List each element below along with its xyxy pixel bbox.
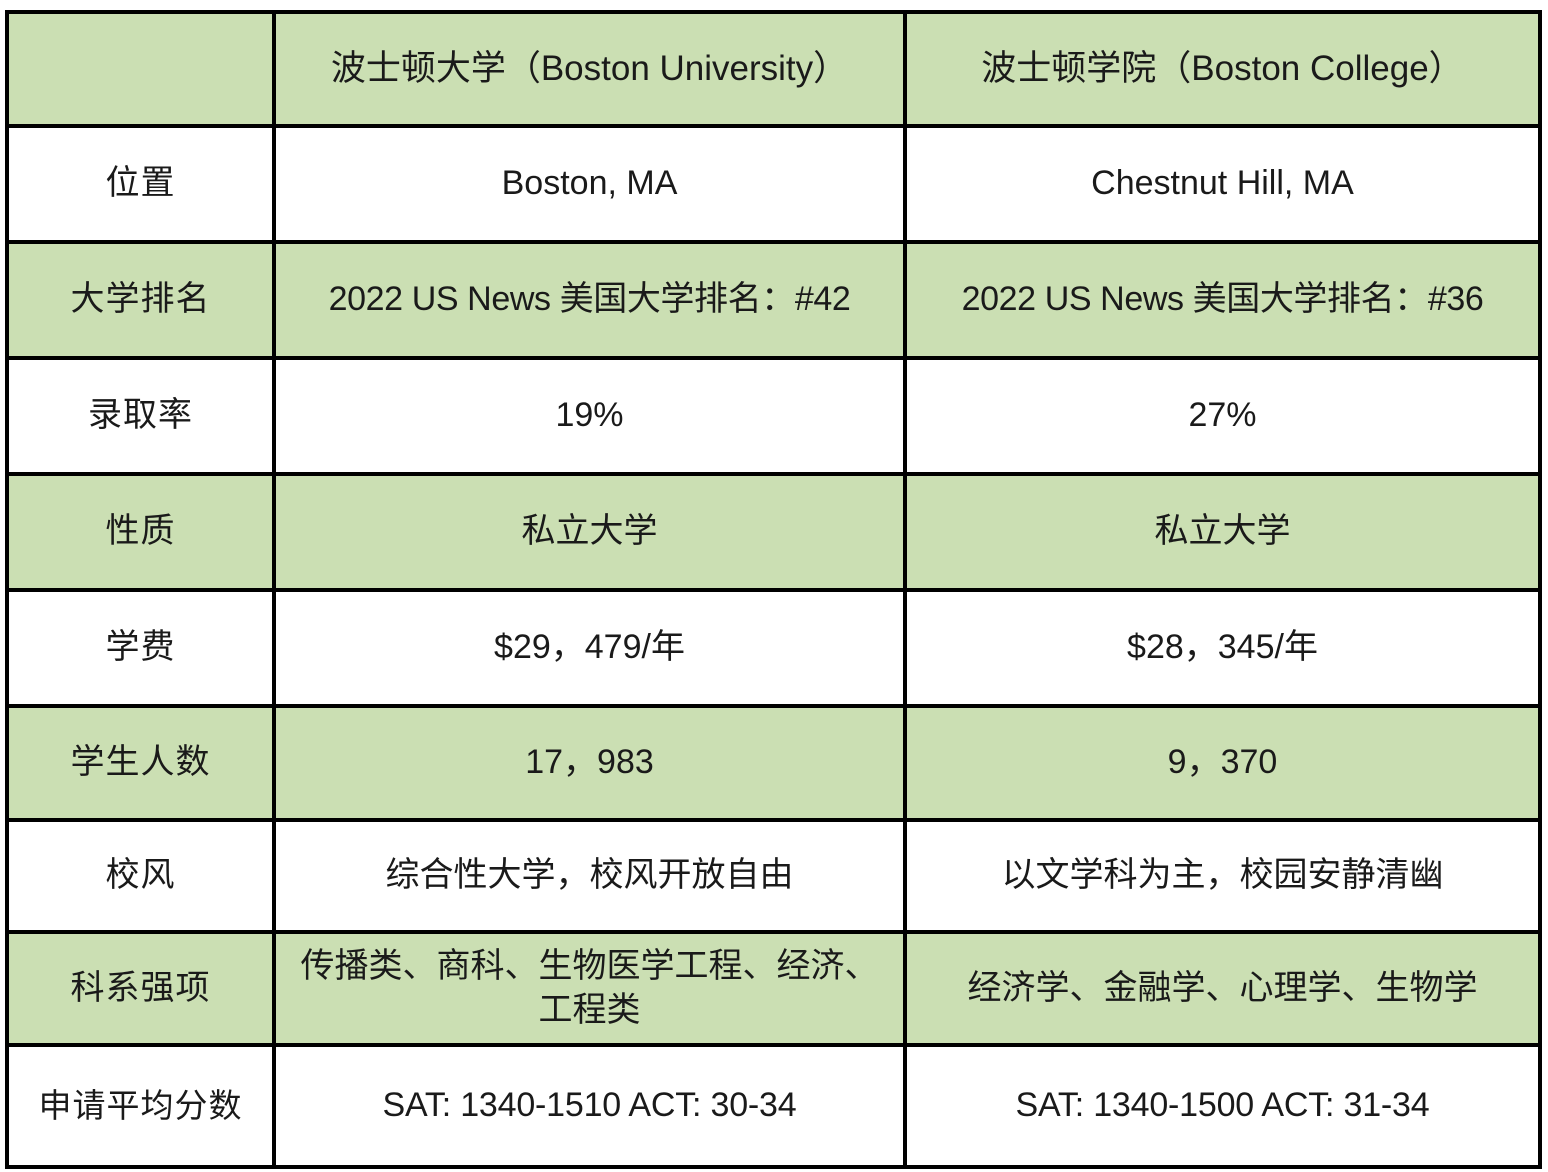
cell-campus-culture-bu: 综合性大学，校风开放自由	[272, 818, 907, 934]
cell-tuition-bu: $29，479/年	[272, 588, 907, 708]
column-header-boston-college: 波士顿学院（Boston College）	[903, 10, 1542, 128]
cell-admission-rate-bu: 19%	[272, 356, 907, 476]
row-label-institution-type: 性质	[5, 472, 276, 592]
row-label-ranking: 大学排名	[5, 240, 276, 360]
cell-strong-programs-bc: 经济学、金融学、心理学、生物学	[903, 930, 1542, 1047]
table-row-average-test-scores: 申请平均分数 SAT: 1340-1510 ACT: 30-34 SAT: 13…	[5, 1043, 1542, 1169]
cell-student-count-bu: 17，983	[272, 704, 907, 822]
row-label-location: 位置	[5, 124, 276, 244]
row-label-average-test-scores: 申请平均分数	[5, 1043, 276, 1169]
cell-strong-programs-bu: 传播类、商科、生物医学工程、经济、工程类	[272, 930, 907, 1047]
table-header-row: 波士顿大学（Boston University） 波士顿学院（Boston Co…	[5, 10, 1542, 128]
cell-ranking-bc: 2022 US News 美国大学排名：#36	[903, 240, 1542, 360]
table-row-campus-culture: 校风 综合性大学，校风开放自由 以文学科为主，校园安静清幽	[5, 818, 1542, 934]
cell-institution-type-bc: 私立大学	[903, 472, 1542, 592]
cell-campus-culture-bc: 以文学科为主，校园安静清幽	[903, 818, 1542, 934]
university-comparison-table: 波士顿大学（Boston University） 波士顿学院（Boston Co…	[5, 10, 1542, 1169]
table-row-institution-type: 性质 私立大学 私立大学	[5, 472, 1542, 592]
column-header-boston-university: 波士顿大学（Boston University）	[272, 10, 907, 128]
cell-average-test-scores-bc: SAT: 1340-1500 ACT: 31-34	[903, 1043, 1542, 1169]
row-label-strong-programs: 科系强项	[5, 930, 276, 1047]
table-row-tuition: 学费 $29，479/年 $28，345/年	[5, 588, 1542, 708]
cell-location-bu: Boston, MA	[272, 124, 907, 244]
table-row-location: 位置 Boston, MA Chestnut Hill, MA	[5, 124, 1542, 244]
cell-ranking-bu: 2022 US News 美国大学排名：#42	[272, 240, 907, 360]
table-row-admission-rate: 录取率 19% 27%	[5, 356, 1542, 476]
row-label-admission-rate: 录取率	[5, 356, 276, 476]
cell-institution-type-bu: 私立大学	[272, 472, 907, 592]
cell-location-bc: Chestnut Hill, MA	[903, 124, 1542, 244]
table-row-student-count: 学生人数 17，983 9，370	[5, 704, 1542, 822]
table-row-ranking: 大学排名 2022 US News 美国大学排名：#42 2022 US New…	[5, 240, 1542, 360]
cell-tuition-bc: $28，345/年	[903, 588, 1542, 708]
row-label-campus-culture: 校风	[5, 818, 276, 934]
corner-cell	[5, 10, 276, 128]
row-label-student-count: 学生人数	[5, 704, 276, 822]
row-label-tuition: 学费	[5, 588, 276, 708]
cell-student-count-bc: 9，370	[903, 704, 1542, 822]
table-row-strong-programs: 科系强项 传播类、商科、生物医学工程、经济、工程类 经济学、金融学、心理学、生物…	[5, 930, 1542, 1047]
cell-admission-rate-bc: 27%	[903, 356, 1542, 476]
cell-average-test-scores-bu: SAT: 1340-1510 ACT: 30-34	[272, 1043, 907, 1169]
